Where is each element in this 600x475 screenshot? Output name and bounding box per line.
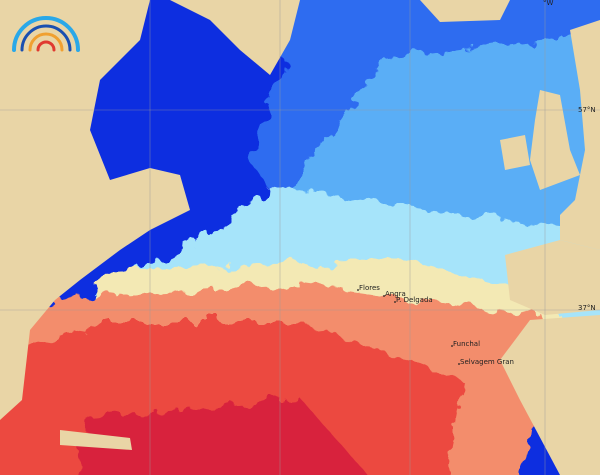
logo-arc [12,16,80,52]
europe [560,20,600,250]
place-label: Angra [385,290,406,298]
place-marker [458,363,460,365]
logo-arc [20,24,72,52]
logo-arc [28,32,64,52]
place-label: Flores [359,284,380,292]
north-america [0,0,190,420]
logo [12,16,80,52]
caribbean [60,430,132,450]
iberia [505,240,600,315]
place-marker [451,345,453,347]
africa [500,315,600,475]
longitude-label: °W [543,0,554,7]
greenland [170,0,300,75]
place-label: P. Delgada [396,296,433,304]
latitude-label: 57°N [578,106,596,114]
place-label: Selvagem Gran [460,358,514,366]
place-marker [357,289,359,291]
latitude-label: 37°N [578,304,596,312]
place-marker [394,301,396,303]
place-label: Funchal [453,340,480,348]
ocean-hottest [75,398,368,475]
great-britain [530,90,580,190]
logo-arc [36,40,56,52]
iceland [420,0,510,22]
place-marker [383,295,385,297]
ireland [500,135,530,170]
